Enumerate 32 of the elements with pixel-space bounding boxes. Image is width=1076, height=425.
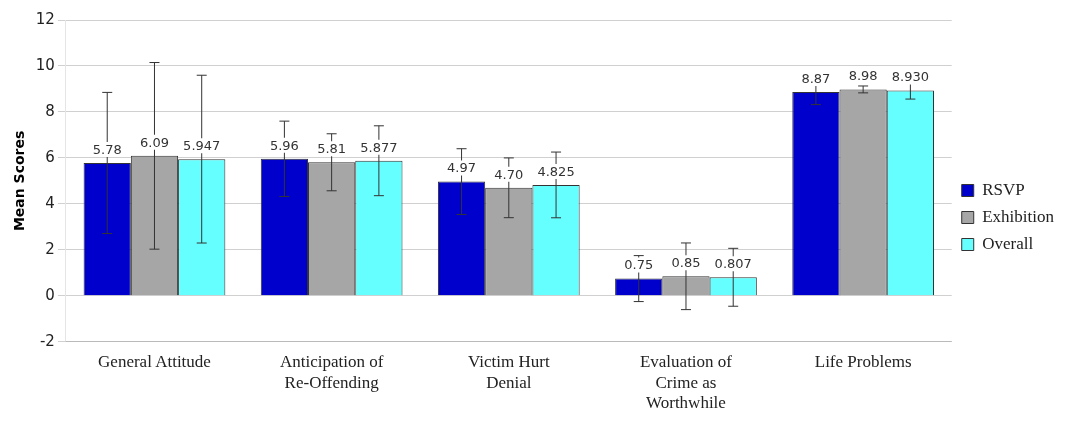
x-tick-label: Evaluation of Crime as Worthwhile [639, 352, 733, 413]
data-label: 5.78 [92, 141, 122, 157]
legend-label: Exhibition [982, 206, 1055, 226]
data-label: 6.09 [139, 134, 169, 150]
data-label: 0.807 [714, 256, 752, 272]
data-label: 8.87 [801, 70, 831, 86]
data-label: 4.70 [494, 166, 524, 182]
y-tick-label: -2 [39, 331, 55, 350]
data-label: 8.930 [891, 69, 929, 85]
x-tick-label: Victim Hurt Denial [468, 352, 550, 392]
data-label: 5.877 [360, 139, 398, 155]
x-tick-label: General Attitude [98, 352, 211, 372]
y-tick-label: 4 [45, 193, 55, 212]
legend-label: Overall [982, 233, 1034, 253]
data-label: 0.75 [624, 257, 654, 273]
legend-label: RSVP [982, 179, 1025, 199]
y-tick-label: 8 [45, 101, 55, 120]
data-label: 8.98 [848, 68, 878, 84]
y-tick-label: 12 [35, 9, 55, 28]
data-label: 5.81 [317, 141, 347, 157]
data-label: 5.947 [183, 138, 221, 154]
y-axis-title: Mean Scores [11, 130, 28, 232]
data-label: 5.96 [269, 137, 299, 153]
y-tick-label: 0 [45, 285, 55, 304]
y-tick-label: 6 [45, 147, 55, 166]
data-label: 0.85 [671, 255, 701, 271]
y-tick-label: 2 [45, 239, 55, 258]
data-label: 4.97 [447, 160, 477, 176]
data-label: 4.825 [537, 163, 575, 179]
x-tick-label: Life Problems [814, 352, 912, 372]
x-tick-label: Anticipation of Re-Offending [279, 352, 384, 392]
y-tick-label: 10 [35, 55, 55, 74]
